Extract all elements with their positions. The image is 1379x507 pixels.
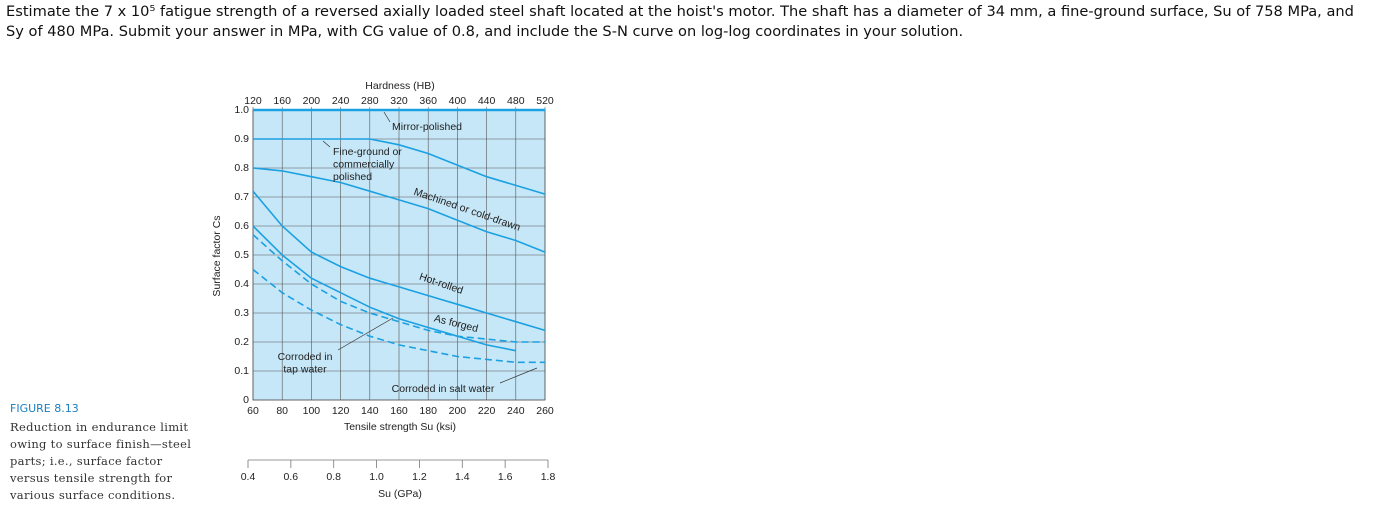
curve-label: Fine-ground or	[333, 146, 402, 158]
x-tick-label: 160	[390, 405, 408, 417]
leader-line	[383, 111, 391, 123]
x-tick-label: 140	[361, 405, 379, 417]
hardness-tick-label: 160	[273, 95, 291, 107]
y-tick-label: 0.5	[234, 249, 249, 261]
curve-label: Mirror-polished	[392, 121, 462, 133]
x-tick-label: 80	[276, 405, 288, 417]
y-tick-label: 0.7	[234, 191, 249, 203]
hardness-tick-label: 240	[332, 95, 350, 107]
x-tick-label: 260	[536, 405, 554, 417]
hardness-tick-label: 280	[361, 95, 379, 107]
y-tick-label: 0.4	[234, 278, 249, 290]
hardness-tick-label: 520	[536, 95, 554, 107]
x-tick-label: 120	[332, 405, 350, 417]
x-tick-label: 60	[247, 405, 259, 417]
y-tick-label: 0.3	[234, 307, 249, 319]
curve-label: Corroded in	[278, 351, 333, 363]
leader-line	[322, 140, 331, 148]
hardness-tick-label: 120	[244, 95, 262, 107]
curve-label: commercially	[333, 158, 395, 170]
hardness-tick-label: 480	[507, 95, 525, 107]
x-tick-label: 240	[507, 405, 525, 417]
gpa-tick-label: 1.4	[455, 471, 470, 483]
y-tick-label: 0.9	[234, 133, 249, 145]
y-tick-label: 0.6	[234, 220, 249, 232]
y-tick-label: 0.1	[234, 365, 249, 377]
figure-number: FIGURE 8.13	[10, 402, 79, 415]
gpa-axis-title: Su (GPa)	[378, 488, 422, 500]
curve	[253, 138, 546, 195]
gpa-tick-label: 0.8	[326, 471, 341, 483]
gpa-tick-label: 0.4	[241, 471, 256, 483]
x-tick-label: 100	[303, 405, 321, 417]
caption: Reduction in endurance limit owing to su…	[10, 420, 192, 502]
x-tick-label: 220	[478, 405, 496, 417]
gpa-tick-label: 1.0	[369, 471, 384, 483]
hardness-tick-label: 200	[303, 95, 321, 107]
hardness-tick-label: 400	[449, 95, 467, 107]
curve-label: polished	[333, 171, 372, 183]
x-tick-label: 180	[419, 405, 437, 417]
curve	[252, 225, 516, 352]
y-tick-label: 1.0	[234, 104, 249, 116]
gpa-tick-label: 1.8	[541, 471, 556, 483]
leader-line	[499, 367, 538, 384]
curve	[252, 268, 545, 364]
hardness-tick-label: 320	[390, 95, 408, 107]
y-axis-title: Surface factor Cs	[211, 215, 223, 296]
hardness-tick-label: 360	[419, 95, 437, 107]
hardness-tick-label: 440	[478, 95, 496, 107]
gpa-tick-label: 1.2	[412, 471, 427, 483]
x-tick-label: 200	[449, 405, 467, 417]
y-tick-label: 0.8	[234, 162, 249, 174]
curve	[252, 167, 546, 253]
gpa-tick-label: 1.6	[498, 471, 513, 483]
leader-line	[337, 317, 394, 351]
question: Estimate the 7 x 10⁵ fatigue strength of…	[6, 3, 1354, 40]
gpa-tick-label: 0.6	[284, 471, 299, 483]
curve-label: Corroded in salt water	[392, 383, 495, 395]
curve-label: tap water	[283, 363, 327, 375]
y-tick-label: 0	[243, 394, 249, 406]
y-tick-label: 0.2	[234, 336, 249, 348]
curve	[252, 190, 546, 332]
hardness-axis-title: Hardness (HB)	[365, 80, 434, 92]
x-axis-title: Tensile strength Su (ksi)	[344, 421, 456, 433]
